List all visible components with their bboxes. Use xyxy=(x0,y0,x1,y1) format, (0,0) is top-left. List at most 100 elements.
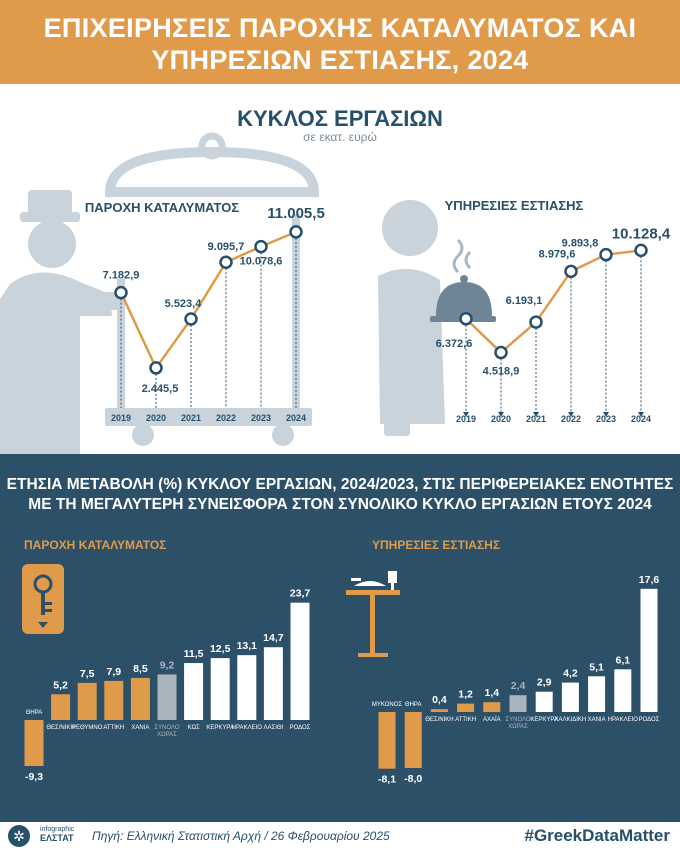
x-tick-label: 2019 xyxy=(111,413,131,423)
line-chart-title: ΠΑΡΟΧΗ ΚΑΤΑΛΥΜΑΤΟΣ xyxy=(85,200,239,215)
bottom-title-line1: ΕΤΗΣΙΑ ΜΕΤΑΒΟΛΗ (%) ΚΥΚΛΟΥ ΕΡΓΑΣΙΩΝ, 202… xyxy=(6,476,674,493)
category-label: ΚΕΡΚΥΡΑ xyxy=(206,725,234,731)
bar xyxy=(263,647,283,720)
bar xyxy=(130,677,150,720)
bar xyxy=(157,674,177,720)
data-label: 6.193,1 xyxy=(506,295,543,307)
data-point xyxy=(564,264,578,279)
category-label: ΧΩΡΑΣ xyxy=(508,724,528,730)
bar xyxy=(561,682,579,712)
food-services-bar-chart: ΥΠΗΡΕΣΙΕΣ ΕΣΤΙΑΣΗΣ -8,1 ΜΥΚΟΝΟΣ -8,0 ΘΗΡΑ 0,4… xyxy=(372,538,660,786)
bar-value-label: 1,4 xyxy=(484,687,499,699)
data-label: 10.128,4 xyxy=(612,225,671,242)
data-label: 8.979,6 xyxy=(539,248,576,260)
axis-tick-marker xyxy=(568,412,574,417)
turnover-section: ΚΥΚΛΟΣ ΕΡΓΑΣΙΩΝ σε εκατ. ευρώ ΠΑΡΟΧΗ ΚΑΤ… xyxy=(0,84,680,454)
bar xyxy=(104,680,124,720)
bar xyxy=(51,694,71,720)
section-subtitle: σε εκατ. ευρώ xyxy=(303,130,377,144)
x-axis-band xyxy=(105,408,312,426)
page-title-line1: ΕΠΙΧΕΙΡΗΣΕΙΣ ΠΑΡΟΧΗΣ ΚΑΤΑΛΥΜΑΤΟΣ ΚΑΙ xyxy=(43,13,637,43)
x-tick-label: 2024 xyxy=(631,414,651,424)
bar-value-label: -9,3 xyxy=(25,771,43,783)
axis-tick-marker xyxy=(638,412,644,417)
food-services-line-chart: ΥΠΗΡΕΣΙΕΣ ΕΣΤΙΑΣΗΣ 2019 2020 2021 2022 2023 20… xyxy=(436,198,671,424)
data-point xyxy=(529,315,543,329)
category-label: ΗΡΑΚΛΕΙΟ xyxy=(232,725,263,731)
bar xyxy=(509,695,527,712)
bar-value-label: 23,7 xyxy=(290,588,311,600)
data-point xyxy=(634,243,648,258)
data-point xyxy=(599,247,613,262)
bar-value-label: 8,5 xyxy=(133,663,148,675)
bar xyxy=(184,663,204,720)
bar xyxy=(588,676,606,712)
bar xyxy=(290,602,310,720)
bar-value-label: 7,5 xyxy=(80,668,95,680)
bar xyxy=(640,588,658,712)
bar xyxy=(378,712,396,769)
data-label: 11.005,5 xyxy=(267,205,325,222)
bottom-icons xyxy=(22,564,400,657)
data-label: 9.095,7 xyxy=(208,241,245,253)
data-label: 5.523,4 xyxy=(165,298,203,310)
category-label: ΣΥΝΟΛΟ xyxy=(154,725,179,731)
data-point xyxy=(114,285,128,300)
x-tick-label: 2023 xyxy=(251,413,271,423)
axis-tick-marker xyxy=(463,412,469,417)
bar-value-label: 7,9 xyxy=(106,666,121,678)
header-banner: ΕΠΙΧΕΙΡΗΣΕΙΣ ΠΑΡΟΧΗΣ ΚΑΤΑΛΥΜΑΤΟΣ ΚΑΙ ΥΠΗ… xyxy=(0,0,680,84)
footer-logo-text: infographic ΕΛΣΤΑΤ xyxy=(40,826,75,843)
x-tick-label: 2022 xyxy=(216,413,236,423)
category-label: ΚΩΣ xyxy=(187,725,199,731)
data-label: 2.445,5 xyxy=(142,383,179,395)
category-label: ΘΗΡΑ xyxy=(26,710,43,716)
bar-value-label: 5,2 xyxy=(53,679,68,691)
bar-value-label: 2,9 xyxy=(537,677,552,689)
category-label: ΚΕΡΚΥΡΑ xyxy=(530,717,558,723)
x-tick-label: 2019 xyxy=(456,414,476,424)
bellhop-icon xyxy=(0,190,125,454)
bar-value-label: 11,5 xyxy=(184,648,204,660)
category-label: ΘΕΣ/ΝΙΚΗ xyxy=(46,725,74,731)
bar-value-label: 13,1 xyxy=(237,640,258,652)
cloche-icon xyxy=(430,238,496,322)
bar xyxy=(404,712,422,768)
data-label: 6.372,6 xyxy=(436,338,473,350)
bar-value-label: 14,7 xyxy=(263,632,284,644)
x-tick-label: 2020 xyxy=(146,413,166,423)
category-label: ΡΕΘΥΜΝΟ xyxy=(72,725,103,731)
bar xyxy=(24,720,44,767)
category-label: ΧΑΝΙΑ xyxy=(588,717,606,723)
x-tick-label: 2021 xyxy=(181,413,201,423)
data-point xyxy=(219,255,233,269)
footer: ✲ infographic ΕΛΣΤΑΤ Πηγή: Ελληνική Στατ… xyxy=(0,822,680,850)
data-point xyxy=(494,345,508,360)
category-label: ΧΑΝΙΑ xyxy=(131,725,149,731)
data-label: 10.078,6 xyxy=(240,256,283,268)
hashtag: #GreekDataMatter xyxy=(524,826,670,845)
accommodation-line-chart: ΠΑΡΟΧΗ ΚΑΤΑΛΥΜΑΤΟΣ 2019 2020 2021 2022 2023 20… xyxy=(85,200,325,426)
category-label: ΧΑΛΚΙΔΙΚΗ xyxy=(555,717,587,723)
bar xyxy=(210,658,230,720)
category-label: ΧΩΡΑΣ xyxy=(157,732,177,738)
elstat-logo-icon: ✲ xyxy=(8,825,30,847)
bar xyxy=(483,702,501,712)
category-label: ΑΧΑΪΑ xyxy=(483,716,501,723)
category-label: ΡΟΔΟΣ xyxy=(639,717,660,723)
accommodation-bar-chart: ΠΑΡΟΧΗ ΚΑΤΑΛΥΜΑΤΟΣ -9,3 ΘΗΡΑ 5,2 ΘΕΣ/ΝΙΚΗ 7,5… xyxy=(24,538,311,783)
bar xyxy=(77,682,97,720)
bar xyxy=(457,703,475,712)
source-note: Πηγή: Ελληνική Στατιστική Αρχή / 26 Φεβρ… xyxy=(92,829,390,843)
bar-value-label: 12,5 xyxy=(210,643,231,655)
bar-chart-title: ΥΠΗΡΕΣΙΕΣ ΕΣΤΙΑΣΗΣ xyxy=(372,538,500,552)
bar-value-label: -8,0 xyxy=(404,773,422,785)
bar xyxy=(430,709,448,712)
restaurant-table-icon xyxy=(346,571,400,657)
series-line xyxy=(465,249,642,355)
category-label: ΑΤΤΙΚΗ xyxy=(103,725,124,731)
section-title: ΚΥΚΛΟΣ ΕΡΓΑΣΙΩΝ xyxy=(237,106,443,131)
category-label: ΑΤΤΙΚΗ xyxy=(455,717,476,723)
bar-value-label: 1,2 xyxy=(458,689,473,701)
category-label: ΘΗΡΑ xyxy=(405,702,422,708)
